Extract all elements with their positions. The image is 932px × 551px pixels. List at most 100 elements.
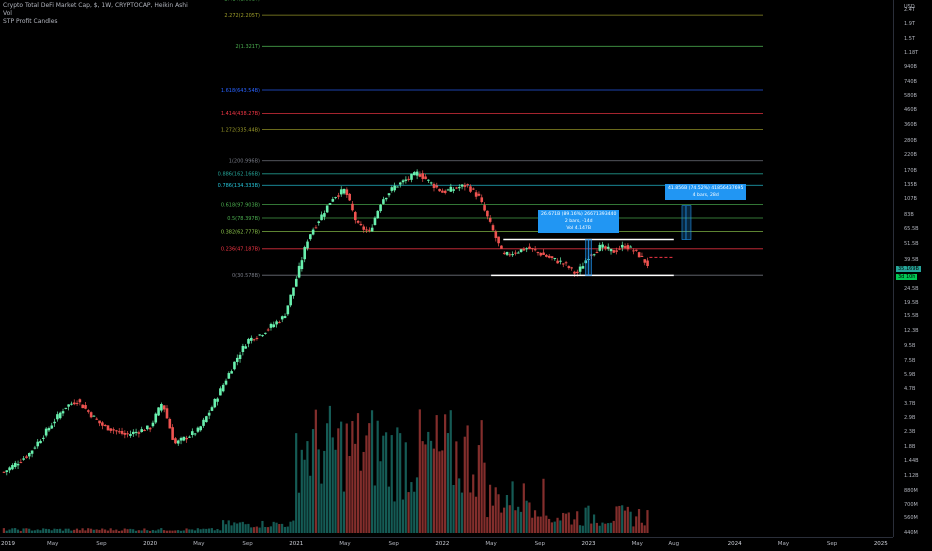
candle-body: [609, 248, 613, 252]
volume-bar: [244, 524, 247, 533]
time-axis[interactable]: 2019 May Sep 2020 May Sep 2021 May Sep 2022 May Sep…: [0, 537, 893, 551]
volume-bar: [399, 433, 402, 533]
time-axis-label: 2020: [143, 541, 158, 547]
last-price-value: 35.169B: [898, 266, 919, 272]
time-axis-label: Aug: [668, 541, 680, 547]
volume-bar: [222, 520, 225, 533]
measure-callout[interactable]: 26.671B (89.16%) 26671393440 2 bars, -14…: [538, 210, 620, 233]
candle-body: [70, 403, 73, 405]
candle-body: [53, 421, 56, 424]
candle-body: [373, 217, 377, 226]
volume-bar: [432, 448, 435, 533]
volume-bar: [559, 520, 562, 533]
chart-plot-area[interactable]: 2.414(2.881T) 2.272(2.205T) 2(1.321T) 1.618…: [0, 0, 893, 537]
volume-bar: [354, 443, 357, 533]
price-axis-label: 580B: [904, 93, 917, 100]
volume-bar: [578, 525, 582, 533]
candle-body: [81, 404, 84, 409]
candle-body: [497, 236, 500, 244]
price-axis-label: 1.12B: [904, 473, 919, 480]
candle-body: [22, 458, 25, 460]
volume-bar: [8, 529, 11, 533]
candle-body: [157, 407, 160, 416]
price-axis[interactable]: USD 35.169B 3d 10h 2.4T 1.9T 1.5T 1.18T 940B…: [893, 0, 932, 537]
volume-bar: [503, 507, 506, 533]
volume-bar: [202, 528, 205, 533]
volume-bar: [154, 530, 157, 533]
candle-body: [292, 287, 295, 296]
candle-body: [348, 193, 351, 201]
candle-body: [337, 195, 340, 197]
volume-bar: [525, 500, 528, 533]
volume-bar: [241, 521, 244, 533]
volume-bar: [109, 528, 112, 533]
candle-body: [528, 246, 531, 249]
volume-bar: [505, 494, 509, 533]
volume-bar: [441, 450, 444, 533]
candle-body: [303, 247, 307, 260]
price-axis-label: 107B: [904, 196, 917, 203]
price-axis-label: 3.7B: [904, 400, 916, 407]
legend-indicator: STP Profit Candles: [3, 18, 58, 25]
volume-bar: [292, 520, 295, 533]
fib-level-label: 2(1.321T): [236, 44, 261, 50]
candle-body: [286, 305, 290, 315]
volume-bar: [309, 475, 312, 533]
volume-bar: [250, 527, 253, 533]
volume-bar: [320, 483, 323, 533]
price-axis-label: 12.3B: [904, 327, 919, 334]
candle-body: [261, 335, 264, 337]
volume-bar: [101, 528, 104, 533]
candle-body: [148, 427, 152, 430]
candle-body: [160, 404, 163, 411]
candle-body: [351, 203, 354, 211]
volume-bar: [224, 524, 228, 533]
candle-body: [553, 257, 557, 259]
volume-bar: [500, 512, 503, 533]
price-axis-label: 4.7B: [904, 386, 916, 393]
candle-body: [252, 339, 256, 341]
candle-body: [573, 271, 576, 274]
price-axis-label: 1.9T: [904, 21, 916, 28]
callout-line: Vol 4.147B: [566, 226, 592, 231]
volume-bar: [356, 413, 360, 533]
candle-body: [58, 412, 62, 419]
candle-body: [174, 438, 177, 444]
candle-body: [514, 252, 517, 254]
time-axis-label: May: [485, 541, 497, 547]
volume-bar: [463, 436, 466, 533]
candle-body: [33, 447, 37, 449]
measure-callout[interactable]: 41.856B (74.52%) 41856437695 4 bars, 28d: [665, 184, 747, 200]
chart-legend: Crypto Total DeFi Market Cap, $, 1W, CRY…: [3, 2, 188, 26]
price-axis-label: 51.5B: [904, 240, 919, 247]
candle-body: [300, 260, 304, 270]
volume-bar: [542, 478, 545, 533]
volume-bar: [14, 528, 17, 533]
candle-body: [171, 427, 174, 440]
candle-body: [505, 251, 509, 255]
price-axis-label: 2.4T: [904, 7, 916, 13]
candle-body: [39, 440, 42, 444]
candle-body: [455, 187, 458, 189]
candle-body: [472, 188, 475, 190]
volume-bar: [587, 505, 590, 533]
volume-bar: [75, 528, 79, 533]
candle-body: [25, 456, 28, 458]
candle-body: [101, 422, 104, 426]
candle-body: [126, 433, 129, 435]
candle-body: [64, 407, 68, 409]
candle-body: [379, 204, 382, 212]
volume-bar: [281, 523, 284, 533]
volume-bar: [182, 530, 185, 533]
candle-body: [486, 210, 489, 217]
volume-bar: [531, 517, 534, 533]
volume-bar: [286, 526, 289, 533]
volume-bar: [429, 440, 433, 533]
volume-bar: [404, 442, 407, 533]
volume-bar: [247, 523, 250, 533]
volume-bar: [81, 528, 84, 533]
volume-bar: [39, 530, 42, 533]
candle-body: [331, 199, 335, 202]
volume-bar: [390, 435, 393, 533]
